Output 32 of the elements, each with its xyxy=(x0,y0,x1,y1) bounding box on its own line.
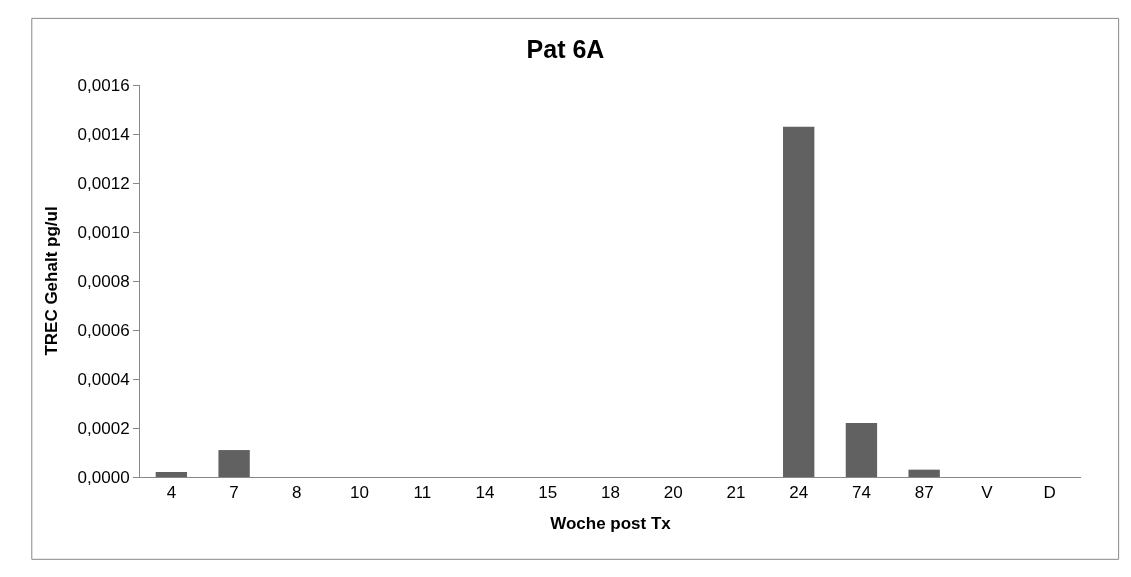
x-tick-label: 14 xyxy=(475,483,495,503)
y-tick-label: 0,0016 xyxy=(77,75,130,95)
x-tick-label: 8 xyxy=(292,483,302,503)
y-tick-label: 0,0006 xyxy=(77,320,130,340)
x-tick-label: 21 xyxy=(726,483,746,503)
chart-title: Pat 6A xyxy=(526,34,605,63)
y-tick-label: 0,0012 xyxy=(77,173,130,193)
y-tick-label: 0,0002 xyxy=(77,418,130,438)
y-tick-label: 0,0008 xyxy=(77,271,130,291)
x-tick-label: D xyxy=(1043,483,1056,503)
x-axis-title: Woche post Tx xyxy=(550,513,672,533)
x-tick-label: 18 xyxy=(601,483,620,503)
x-tick-label: 10 xyxy=(350,483,370,503)
bar xyxy=(908,469,940,477)
bar xyxy=(845,423,878,477)
x-tick-label: 87 xyxy=(914,483,934,503)
x-tick-label: 11 xyxy=(413,483,432,503)
y-tick-label: 0,0014 xyxy=(77,124,130,144)
x-tick-label: 20 xyxy=(663,483,683,503)
x-tick-label: 7 xyxy=(229,483,239,503)
y-tick-label: 0,0010 xyxy=(77,222,130,242)
y-axis-title: TREC Gehalt pg/ul xyxy=(42,206,62,356)
bar xyxy=(783,126,815,477)
y-tick-label: 0,0004 xyxy=(77,369,130,389)
x-tick-label: 74 xyxy=(851,483,871,503)
y-tick-label: 0,0000 xyxy=(77,467,130,487)
bar xyxy=(155,472,188,477)
x-tick-label: 24 xyxy=(789,483,809,503)
x-tick-label: 4 xyxy=(166,483,177,503)
bar xyxy=(218,450,250,477)
x-tick-label: 15 xyxy=(538,483,558,503)
x-tick-label: V xyxy=(981,483,994,503)
